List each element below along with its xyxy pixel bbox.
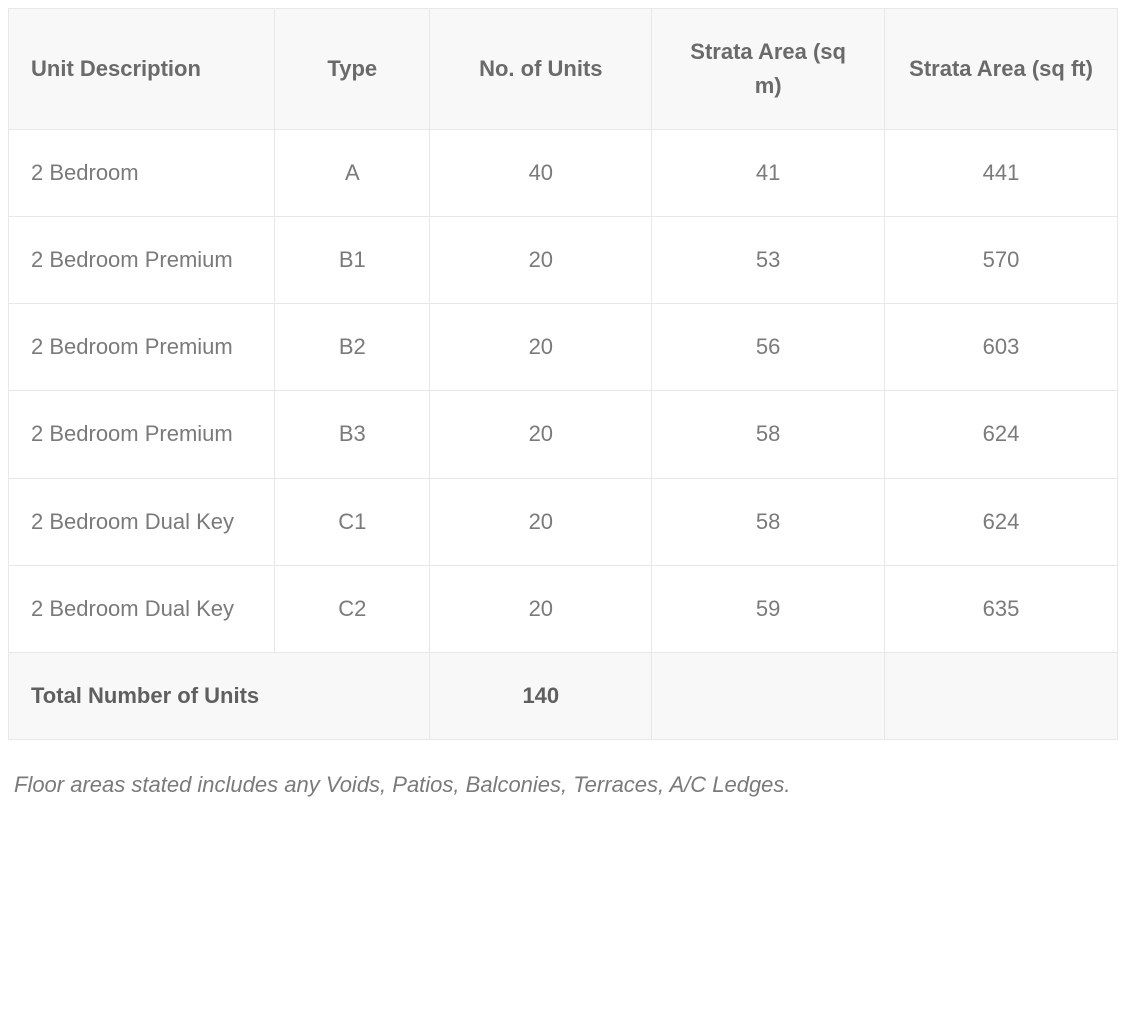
- cell-sqm: 41: [652, 130, 885, 217]
- cell-sqm: 58: [652, 478, 885, 565]
- cell-sqm: 56: [652, 304, 885, 391]
- cell-type: C2: [275, 565, 430, 652]
- cell-units: 20: [430, 478, 652, 565]
- col-header-description: Unit Description: [9, 9, 275, 130]
- cell-sqm: 53: [652, 217, 885, 304]
- col-header-units: No. of Units: [430, 9, 652, 130]
- cell-sqft: 603: [885, 304, 1118, 391]
- footnote-text: Floor areas stated includes any Voids, P…: [8, 772, 1118, 798]
- cell-description: 2 Bedroom Premium: [9, 304, 275, 391]
- cell-sqm: 59: [652, 565, 885, 652]
- cell-sqft: 570: [885, 217, 1118, 304]
- cell-type: B3: [275, 391, 430, 478]
- cell-type: B1: [275, 217, 430, 304]
- table-row: 2 Bedroom Premium B1 20 53 570: [9, 217, 1118, 304]
- cell-units: 20: [430, 217, 652, 304]
- cell-type: B2: [275, 304, 430, 391]
- unit-mix-table: Unit Description Type No. of Units Strat…: [8, 8, 1118, 740]
- col-header-sqft: Strata Area (sq ft): [885, 9, 1118, 130]
- cell-units: 20: [430, 304, 652, 391]
- footer-total-units: 140: [430, 652, 652, 739]
- cell-units: 40: [430, 130, 652, 217]
- col-header-sqm: Strata Area (sq m): [652, 9, 885, 130]
- table-row: 2 Bedroom Premium B3 20 58 624: [9, 391, 1118, 478]
- table-row: 2 Bedroom Dual Key C2 20 59 635: [9, 565, 1118, 652]
- cell-description: 2 Bedroom Dual Key: [9, 565, 275, 652]
- table-header-row: Unit Description Type No. of Units Strat…: [9, 9, 1118, 130]
- table-body: 2 Bedroom A 40 41 441 2 Bedroom Premium …: [9, 130, 1118, 653]
- footer-label: Total Number of Units: [9, 652, 430, 739]
- cell-description: 2 Bedroom Premium: [9, 217, 275, 304]
- col-header-type: Type: [275, 9, 430, 130]
- cell-type: A: [275, 130, 430, 217]
- cell-sqft: 624: [885, 478, 1118, 565]
- cell-description: 2 Bedroom Premium: [9, 391, 275, 478]
- table-row: 2 Bedroom A 40 41 441: [9, 130, 1118, 217]
- cell-units: 20: [430, 565, 652, 652]
- cell-description: 2 Bedroom: [9, 130, 275, 217]
- cell-sqft: 635: [885, 565, 1118, 652]
- cell-type: C1: [275, 478, 430, 565]
- table-footer-row: Total Number of Units 140: [9, 652, 1118, 739]
- table-row: 2 Bedroom Dual Key C1 20 58 624: [9, 478, 1118, 565]
- cell-description: 2 Bedroom Dual Key: [9, 478, 275, 565]
- cell-sqm: 58: [652, 391, 885, 478]
- cell-sqft: 441: [885, 130, 1118, 217]
- footer-empty: [652, 652, 885, 739]
- footer-empty: [885, 652, 1118, 739]
- cell-units: 20: [430, 391, 652, 478]
- cell-sqft: 624: [885, 391, 1118, 478]
- table-row: 2 Bedroom Premium B2 20 56 603: [9, 304, 1118, 391]
